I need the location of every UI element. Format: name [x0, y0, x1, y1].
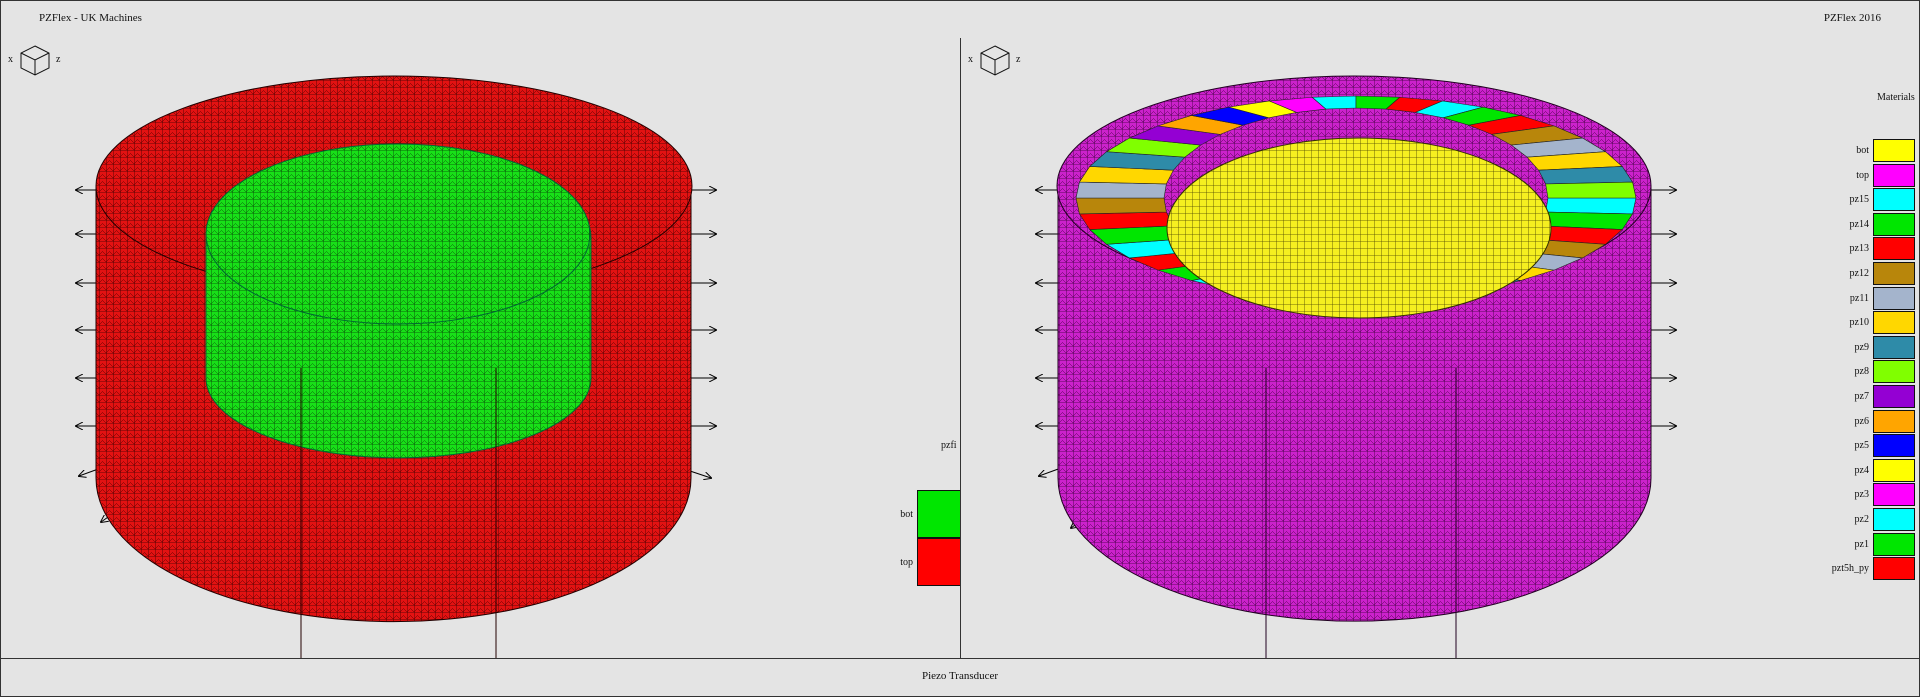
left-legend-item-bot: bot	[881, 490, 960, 538]
app-title: PZFlex - UK Machines	[39, 12, 142, 24]
legend-swatch-pz12	[1873, 262, 1915, 285]
legend-label: pz6	[1854, 415, 1869, 427]
legend-swatch-pz14	[1873, 212, 1915, 236]
title-bar: PZFlex - UK Machines PZFlex 2016	[0, 0, 1920, 39]
legend-item-pz12: pz12	[1831, 262, 1915, 285]
axis-x-label: x	[8, 54, 13, 65]
piezo-segment	[1545, 181, 1637, 199]
legend-label: pz1	[1854, 538, 1869, 550]
legend-label: pzt5h_py	[1831, 563, 1869, 575]
legend-swatch-pz13	[1873, 237, 1915, 261]
legend-item-pz3: pz3	[1831, 483, 1915, 507]
inner-top-face[interactable]	[1166, 137, 1552, 319]
legend-item-pz13: pz13	[1831, 237, 1915, 261]
inner-top-face	[205, 143, 591, 325]
axis-z-label: z	[1016, 54, 1021, 65]
legend-label: pz8	[1854, 366, 1869, 378]
legend-swatch-pz1	[1873, 532, 1915, 556]
legend-label: top	[1856, 169, 1869, 181]
legend-label: pz7	[1854, 391, 1869, 402]
legend-label: pz2	[1854, 514, 1869, 525]
viewport-caption: Piezo Transducer	[921, 670, 999, 682]
orientation-cube-icon[interactable]	[977, 44, 1013, 78]
legend-item-pz10: pz10	[1831, 311, 1915, 335]
legend-swatch-pz10	[1873, 311, 1915, 335]
legend-swatch-top	[1873, 163, 1915, 187]
status-bar: Piezo Transducer	[0, 658, 1920, 697]
legend-swatch-pz2	[1873, 508, 1915, 531]
legend-item-pz2: pz2	[1831, 508, 1915, 531]
legend-label: pz13	[1849, 243, 1869, 255]
legend-swatch-pz15	[1873, 188, 1915, 212]
legend-label: pz14	[1849, 218, 1869, 230]
legend-item-pz4: pz4	[1831, 458, 1915, 482]
axis-x-label: x	[968, 54, 973, 65]
legend-swatch-pz11	[1873, 286, 1915, 310]
legend-swatch-pz3	[1873, 483, 1915, 507]
legend-label: bot	[900, 508, 913, 520]
legend-swatch-pz7	[1873, 385, 1915, 408]
legend-swatch-top	[917, 538, 960, 586]
axis-z-label: z	[56, 54, 61, 65]
legend-item-bot: bot	[1831, 139, 1915, 162]
legend-label: bot	[1856, 145, 1869, 156]
piezo-segment	[1545, 197, 1637, 215]
legend-item-pz15: pz15	[1831, 188, 1915, 212]
legend-swatch-pz8	[1873, 360, 1915, 384]
legend-swatch-pzt5h_py	[1873, 557, 1915, 581]
legend-item-pz11: pz11	[1831, 286, 1915, 310]
left-legend-item-top: top	[881, 538, 960, 586]
right-viewport[interactable]: x z	[960, 38, 1920, 658]
legend-item-pz5: pz5	[1831, 434, 1915, 458]
legend-label: pz3	[1854, 489, 1869, 501]
legend-label: pz11	[1849, 292, 1869, 304]
legend-label: pz5	[1854, 440, 1869, 452]
version-label: PZFlex 2016	[1823, 12, 1881, 24]
legend-swatch-bot	[1873, 139, 1915, 162]
materials-legend-title: Materials	[1877, 92, 1915, 103]
legend-label: pz4	[1854, 464, 1869, 476]
legend-item-pz14: pz14	[1831, 212, 1915, 236]
piezo-segments-ring[interactable]	[1075, 95, 1637, 301]
legend-item-pzt5h_py: pzt5h_py	[1831, 557, 1915, 581]
left-viewport[interactable]: x z	[0, 38, 961, 658]
legend-item-pz9: pz9	[1831, 335, 1915, 359]
legend-swatch-pz4	[1873, 458, 1915, 482]
piezo-segment	[1075, 181, 1167, 199]
legend-swatch-pz9	[1873, 335, 1915, 359]
legend-label: pz12	[1849, 268, 1869, 279]
legend-item-pz1: pz1	[1831, 532, 1915, 556]
legend-label: top	[900, 556, 913, 568]
left-legend-title: pzfi	[941, 440, 957, 451]
legend-item-top: top	[1831, 163, 1915, 187]
legend-label: pz15	[1849, 194, 1869, 206]
orientation-cube-icon[interactable]	[17, 44, 53, 78]
legend-label: pz9	[1854, 341, 1869, 353]
left-mesh-scene[interactable]	[1, 38, 960, 658]
legend-item-pz7: pz7	[1831, 385, 1915, 408]
legend-swatch-pz5	[1873, 434, 1915, 458]
legend-item-pz6: pz6	[1831, 409, 1915, 433]
legend-swatch-bot	[917, 490, 960, 538]
legend-label: pz10	[1849, 317, 1869, 329]
legend-item-pz8: pz8	[1831, 360, 1915, 384]
legend-swatch-pz6	[1873, 409, 1915, 433]
piezo-segment	[1075, 197, 1167, 215]
right-mesh-scene[interactable]	[961, 38, 1919, 658]
